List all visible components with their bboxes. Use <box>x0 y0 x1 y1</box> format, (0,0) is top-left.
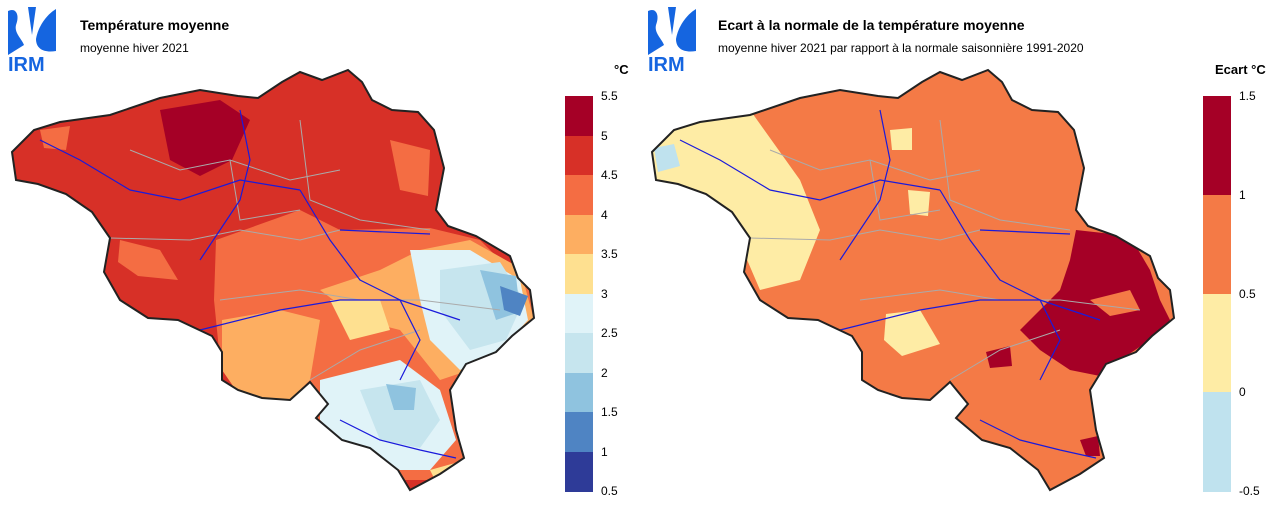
map-subtitle: moyenne hiver 2021 par rapport à la norm… <box>718 41 1084 55</box>
belgium-temperature-map <box>11 69 535 491</box>
legend-tick-label: 0.5 <box>601 484 618 498</box>
legend-tick-label: 5 <box>601 128 608 143</box>
zone-3.5-4 <box>222 310 320 400</box>
zone-1.5-2 <box>386 384 416 410</box>
legend-tick-label: 1 <box>601 444 608 459</box>
legend-swatch <box>565 214 593 255</box>
legend-swatch <box>565 293 593 334</box>
legend-unit: Ecart °C <box>1215 62 1266 77</box>
irm-logo: IRM <box>6 5 58 73</box>
legend-swatch <box>1203 194 1231 294</box>
logo-text: IRM <box>8 54 45 73</box>
legend-swatch <box>565 135 593 176</box>
legend-tick-label: 0.5 <box>1239 286 1256 301</box>
temperature-legend: 5.5 5 4.5 4 3.5 3 2.5 2 1.5 1 0.5 <box>565 89 640 498</box>
zone-0.5-1 <box>1090 290 1140 316</box>
rivers <box>39 109 461 459</box>
legend-tick-label: 0 <box>1239 385 1246 400</box>
logo-text: IRM <box>648 54 685 73</box>
province-borders <box>749 119 1141 381</box>
legend-swatch <box>1203 392 1231 492</box>
legend-tick-label: 2 <box>601 365 608 380</box>
irm-logo-icon: IRM <box>648 7 696 73</box>
map-subtitle: moyenne hiver 2021 <box>80 41 189 55</box>
legend-tick-label: 1.5 <box>601 405 618 419</box>
legend-tick-label: 5.5 <box>601 89 618 103</box>
legend-tick-label: 2.5 <box>601 326 618 340</box>
map-title: Température moyenne <box>80 17 230 33</box>
rivers <box>679 109 1101 459</box>
zone-3-3.5 <box>330 300 390 340</box>
province-borders <box>109 119 501 381</box>
legend-tick-label: 4.5 <box>601 168 618 182</box>
zone-1-1.5 <box>500 286 528 316</box>
legend-swatch <box>1203 96 1231 196</box>
zone-1-1.5 <box>986 346 1012 368</box>
legend-tick-label: 3.5 <box>601 247 618 261</box>
zone-2-2.5 <box>360 380 440 448</box>
legend-tick-label: 1.5 <box>1239 89 1256 103</box>
zone-0-0.5 <box>884 310 940 356</box>
legend-swatch <box>565 175 593 215</box>
temperature-panel: IRM Température moyenne moyenne hiver 20… <box>6 5 640 498</box>
zone-4-4.5 <box>118 240 178 280</box>
legend-swatch <box>565 412 593 452</box>
zone-0-0.5 <box>890 128 912 150</box>
legend-tick-label: 3 <box>601 286 608 301</box>
zone-4-4.5 <box>40 126 70 150</box>
zone-4-4.5 <box>390 140 430 196</box>
legend-swatch <box>1203 293 1231 393</box>
legend-swatch <box>565 254 593 294</box>
legend-swatch <box>565 451 593 492</box>
legend-swatch <box>565 333 593 373</box>
anomaly-legend: 1.5 1 0.5 0 -0.5 <box>1203 89 1280 498</box>
irm-logo: IRM <box>646 5 698 73</box>
legend-swatch <box>565 372 593 413</box>
map-title: Ecart à la normale de la température moy… <box>718 17 1025 33</box>
legend-swatch <box>565 96 593 136</box>
zone-0-0.5 <box>652 100 820 290</box>
irm-logo-icon: IRM <box>8 7 56 73</box>
legend-tick-label: -0.5 <box>1239 484 1260 498</box>
zone-0-0.5 <box>908 190 930 216</box>
belgium-anomaly-map <box>651 69 1175 491</box>
legend-unit: °C <box>614 62 629 77</box>
legend-tick-label: 4 <box>601 207 608 222</box>
legend-tick-label: 1 <box>1239 187 1246 202</box>
zone-5-5.5 <box>160 100 250 176</box>
anomaly-panel: IRM Ecart à la normale de la température… <box>640 0 1280 507</box>
zone-1-1.5 <box>1080 436 1100 456</box>
zone-neg0.5-0 <box>654 144 680 172</box>
